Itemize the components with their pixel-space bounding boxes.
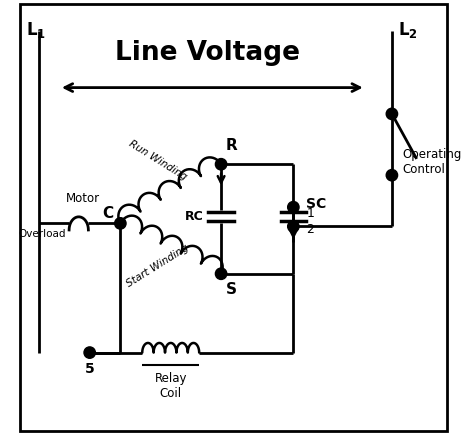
Circle shape: [215, 159, 227, 170]
Circle shape: [215, 268, 227, 279]
Text: Operating
Control: Operating Control: [403, 148, 462, 176]
Circle shape: [386, 170, 398, 181]
Text: 1: 1: [307, 207, 314, 220]
Text: 2: 2: [307, 223, 314, 236]
Text: Motor: Motor: [66, 192, 100, 205]
Text: S: S: [226, 282, 237, 297]
Text: $\mathbf{L_2}$: $\mathbf{L_2}$: [399, 20, 418, 40]
Circle shape: [288, 201, 299, 213]
Text: Line Voltage: Line Voltage: [116, 39, 301, 66]
Text: C: C: [103, 206, 114, 221]
Text: Start Winding: Start Winding: [125, 243, 191, 290]
Text: $\mathbf{L_1}$: $\mathbf{L_1}$: [26, 20, 46, 40]
Text: 5: 5: [85, 362, 94, 376]
Circle shape: [288, 221, 299, 232]
Text: R: R: [226, 138, 237, 153]
Text: Run Winding: Run Winding: [127, 138, 188, 182]
Text: Overload: Overload: [18, 230, 65, 239]
Circle shape: [386, 108, 398, 120]
Text: Relay
Coil: Relay Coil: [155, 372, 187, 400]
Text: SC: SC: [307, 197, 327, 211]
Text: RC: RC: [185, 210, 203, 223]
Circle shape: [84, 347, 95, 358]
Circle shape: [115, 218, 126, 229]
